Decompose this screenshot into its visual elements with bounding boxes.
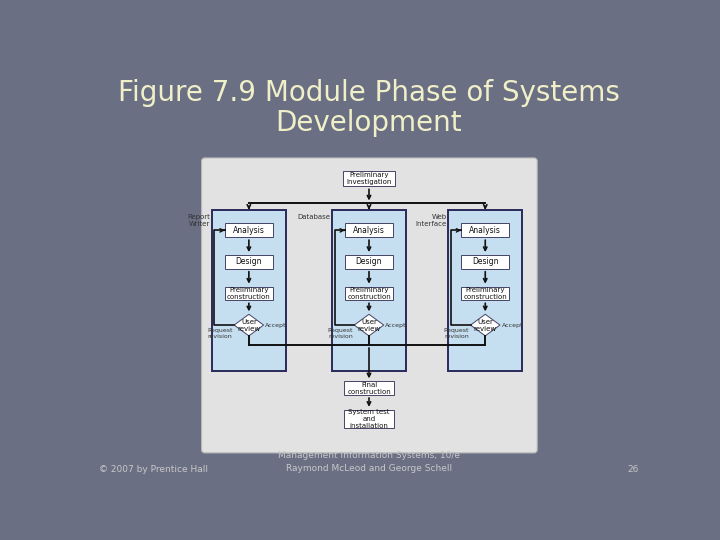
- Text: Accept: Accept: [265, 322, 287, 328]
- FancyBboxPatch shape: [225, 287, 273, 300]
- FancyBboxPatch shape: [462, 224, 509, 237]
- Text: Preliminary
construction: Preliminary construction: [464, 287, 507, 300]
- Polygon shape: [354, 314, 384, 336]
- FancyBboxPatch shape: [344, 410, 394, 428]
- Text: Final
construction: Final construction: [347, 382, 391, 395]
- FancyBboxPatch shape: [462, 255, 509, 269]
- FancyBboxPatch shape: [449, 210, 522, 372]
- FancyBboxPatch shape: [332, 210, 406, 372]
- Text: User
review: User review: [238, 319, 261, 332]
- FancyBboxPatch shape: [345, 224, 393, 237]
- Text: Accept: Accept: [385, 322, 407, 328]
- Text: Analysis: Analysis: [469, 226, 501, 235]
- FancyBboxPatch shape: [462, 287, 509, 300]
- Text: Management Information Systems, 10/e
Raymond McLeod and George Schell: Management Information Systems, 10/e Ray…: [278, 451, 460, 473]
- Text: Analysis: Analysis: [353, 226, 385, 235]
- Text: 26: 26: [627, 465, 639, 475]
- Text: Design: Design: [356, 258, 382, 266]
- Text: System test
and
installation: System test and installation: [348, 409, 390, 429]
- Text: Web
Interface: Web Interface: [415, 214, 447, 227]
- FancyBboxPatch shape: [343, 171, 395, 186]
- Text: Preliminary
Investigation: Preliminary Investigation: [346, 172, 392, 185]
- Text: Preliminary
construction: Preliminary construction: [227, 287, 271, 300]
- Polygon shape: [471, 314, 500, 336]
- FancyBboxPatch shape: [225, 224, 273, 237]
- FancyBboxPatch shape: [345, 287, 393, 300]
- FancyBboxPatch shape: [202, 158, 537, 453]
- FancyBboxPatch shape: [345, 255, 393, 269]
- FancyBboxPatch shape: [344, 381, 394, 395]
- Text: Preliminary
construction: Preliminary construction: [347, 287, 391, 300]
- Text: Request
revision: Request revision: [444, 328, 469, 339]
- Text: Report
Writer: Report Writer: [188, 214, 210, 227]
- Text: Request
revision: Request revision: [327, 328, 353, 339]
- Text: Development: Development: [276, 110, 462, 138]
- Text: Figure 7.9 Module Phase of Systems: Figure 7.9 Module Phase of Systems: [118, 79, 620, 107]
- Text: © 2007 by Prentice Hall: © 2007 by Prentice Hall: [99, 465, 208, 475]
- Text: Design: Design: [235, 258, 262, 266]
- Polygon shape: [234, 314, 264, 336]
- FancyBboxPatch shape: [225, 255, 273, 269]
- Text: Design: Design: [472, 258, 498, 266]
- Text: User
review: User review: [357, 319, 381, 332]
- Text: User
review: User review: [474, 319, 497, 332]
- Text: Analysis: Analysis: [233, 226, 265, 235]
- Text: Accept: Accept: [502, 322, 523, 328]
- Text: Database: Database: [297, 214, 330, 220]
- FancyBboxPatch shape: [212, 210, 286, 372]
- Text: Request
revision: Request revision: [207, 328, 233, 339]
